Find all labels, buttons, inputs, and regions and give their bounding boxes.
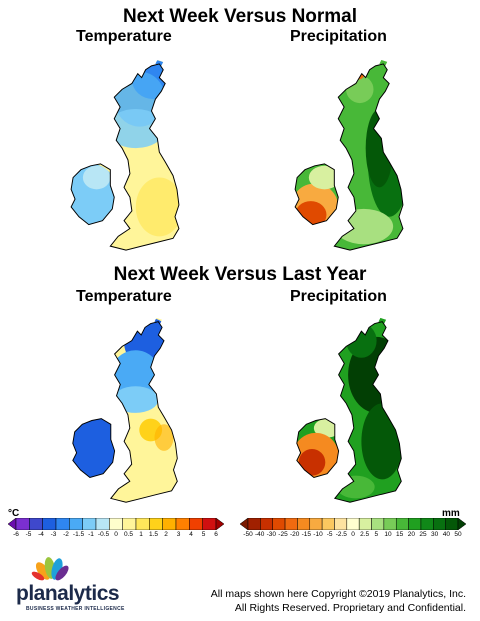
label-precipitation-normal: Precipitation (290, 28, 387, 45)
temperature-swatch (175, 518, 190, 530)
precipitation-swatch (309, 518, 323, 530)
temperature-tick-label: -1.5 (72, 531, 85, 538)
temperature-swatch (189, 518, 203, 530)
temperature-swatch (162, 518, 177, 530)
copyright-line-1: All maps shown here Copyright ©2019 Plan… (210, 588, 466, 600)
temperature-swatch (42, 518, 57, 530)
temperature-tick-label: -0.5 (97, 531, 110, 538)
precipitation-tick-label: -5 (326, 531, 333, 538)
temperature-tick-label: 4 (189, 531, 193, 538)
temperature-swatch (202, 518, 217, 530)
title-next-week-vs-normal: Next Week Versus Normal (122, 6, 358, 27)
temperature-swatch (122, 518, 137, 530)
map-temperature-vs-normal (70, 59, 180, 251)
label-temperature-last-year: Temperature (76, 288, 172, 305)
precipitation-tick-label: 2.5 (360, 531, 370, 538)
temperature-tick-label: -1 (88, 531, 94, 538)
temperature-tick-label: 0 (114, 531, 118, 538)
temperature-swatch-high (215, 518, 224, 530)
precipitation-tick-label: -50 (243, 531, 253, 538)
precipitation-swatch-low (240, 518, 249, 530)
precipitation-colorbar (240, 518, 466, 530)
precipitation-swatch (445, 518, 459, 530)
temperature-swatch-low (8, 518, 17, 530)
temperature-tick-label: 1.5 (148, 531, 159, 538)
precipitation-swatch (297, 518, 311, 530)
map-temperature-vs-last-year (72, 317, 178, 503)
temperature-tick-label: -3 (50, 531, 57, 538)
temperature-swatch (149, 518, 163, 530)
copyright-line-2: All Rights Reserved. Proprietary and Con… (234, 602, 466, 614)
precipitation-tick-label: 0 (351, 531, 355, 538)
precipitation-unit: mm (442, 508, 460, 519)
precipitation-swatch-high (457, 518, 466, 530)
planalytics-logo-word: planalytics (16, 582, 120, 605)
temperature-tick-label: -2 (63, 531, 69, 538)
temperature-swatch (29, 518, 43, 530)
temperature-swatch (109, 518, 123, 530)
planalytics-logo-mark (31, 557, 69, 581)
precipitation-tick-label: 5 (374, 531, 379, 538)
precipitation-tick-label: 50 (454, 531, 462, 538)
map-precipitation-vs-normal (294, 59, 404, 251)
temperature-tick-label: 2 (164, 531, 168, 538)
precipitation-swatch (334, 518, 348, 530)
copyright-notice: All maps shown here Copyright ©2019 Plan… (211, 587, 466, 615)
label-precipitation-last-year: Precipitation (290, 288, 387, 305)
precipitation-swatch (260, 518, 273, 530)
precipitation-swatch (395, 518, 409, 530)
temperature-tick-label: -6 (13, 531, 19, 538)
map-precipitation-vs-last-year (296, 317, 402, 503)
precipitation-swatch (420, 518, 434, 530)
label-temperature-normal: Temperature (76, 28, 172, 45)
precipitation-swatch (358, 518, 372, 530)
temperature-colorbar (8, 518, 224, 530)
temperature-tick-label: 5 (201, 531, 206, 538)
planalytics-logo-tagline: BUSINESS WEATHER INTELLIGENCE (26, 606, 125, 612)
temperature-swatch (55, 518, 70, 530)
precipitation-tick-label: 25 (419, 531, 427, 538)
temperature-swatch (95, 518, 110, 530)
precipitation-tick-label: 40 (442, 531, 450, 538)
precipitation-tick-label: 20 (407, 531, 415, 538)
precipitation-tick-label: 30 (431, 531, 439, 538)
temperature-tick-label: 3 (176, 531, 181, 538)
precipitation-swatch (346, 518, 360, 530)
precipitation-tick-label: -2.5 (335, 531, 347, 538)
temperature-swatch (82, 518, 97, 530)
precipitation-swatch (408, 518, 422, 530)
precipitation-tick-label: -25 (278, 531, 288, 538)
temperature-ticks: -6 -5 -4 -3 -2 -1.5 -1 -0.5 0 0.5 1 1.5 2 3 4 5 6 (8, 531, 224, 541)
precipitation-tick-label: 10 (384, 531, 392, 538)
precipitation-tick-label: -10 (313, 531, 323, 538)
temperature-tick-label: 1 (139, 531, 143, 538)
precipitation-swatch (371, 518, 385, 530)
precipitation-swatch (433, 518, 446, 530)
precipitation-swatch (247, 518, 261, 530)
temperature-swatch (69, 518, 83, 530)
temperature-tick-label: 0.5 (123, 531, 134, 538)
precipitation-tick-label: 15 (396, 531, 404, 538)
temperature-swatch (15, 518, 30, 530)
precipitation-swatch (383, 518, 397, 530)
title-next-week-vs-last-year: Next Week Versus Last Year (113, 264, 367, 285)
temperature-tick-label: -4 (38, 531, 44, 538)
precipitation-ticks: -50 -40 -30 -25 -20 -15 -10 -5 -2.5 0 2.5 5 10 15 20 25… (240, 531, 466, 541)
precipitation-swatch (321, 518, 335, 530)
precipitation-tick-label: -20 (289, 531, 300, 538)
precipitation-tick-label: -40 (254, 531, 265, 538)
precipitation-tick-label: -30 (266, 531, 277, 538)
temperature-swatch (135, 518, 150, 530)
temperature-unit: °C (8, 508, 20, 519)
precipitation-swatch (272, 518, 286, 530)
precipitation-swatch (284, 518, 298, 530)
temperature-tick-label: -5 (25, 531, 32, 538)
temperature-tick-label: 6 (214, 531, 218, 538)
precipitation-tick-label: -15 (301, 531, 312, 538)
